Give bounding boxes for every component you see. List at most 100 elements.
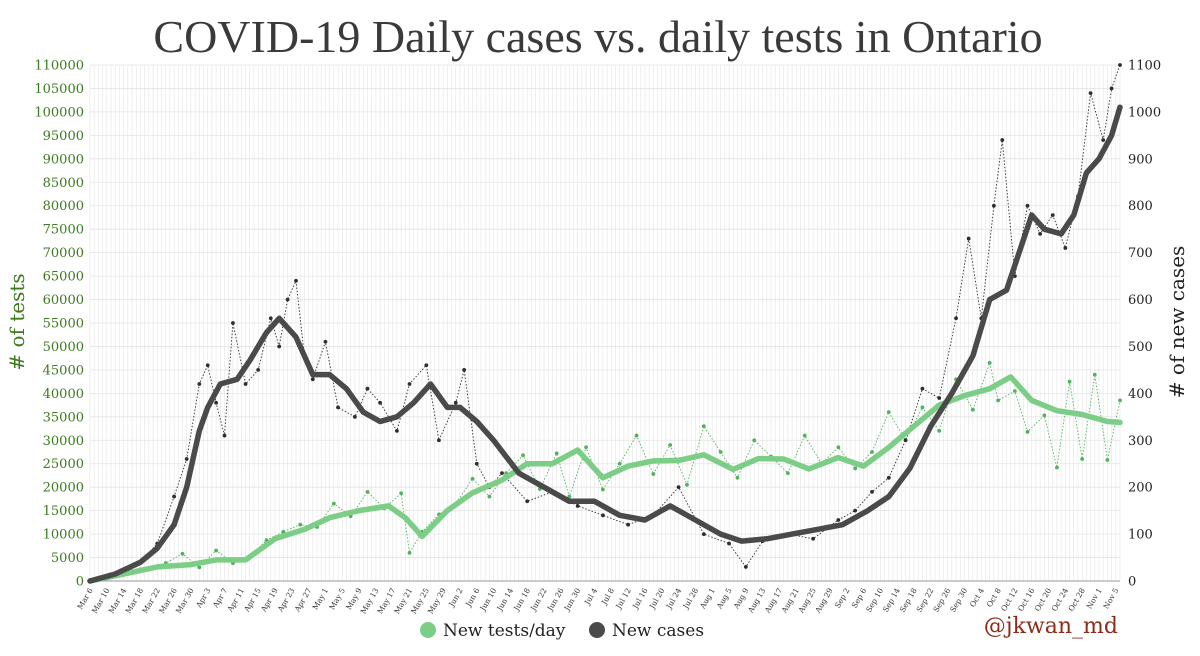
- y-tick-label-left: 55000: [43, 317, 84, 332]
- cases-daily-point: [365, 386, 370, 391]
- cases-average-line: [87, 104, 1123, 584]
- tests-daily-point: [752, 438, 757, 443]
- cases-daily-point: [966, 236, 971, 241]
- cases-daily-point: [243, 382, 248, 386]
- tests-daily-point: [281, 529, 286, 534]
- x-tick-label: Jun 2: [446, 586, 464, 609]
- tests-daily-point: [1118, 398, 1122, 403]
- cases-daily-point: [991, 203, 996, 208]
- cases-daily-point: [1088, 91, 1093, 96]
- y-tick-label-left: 110000: [34, 59, 84, 74]
- y-tick-label-left: 50000: [43, 340, 84, 355]
- tests-daily-point: [1055, 465, 1059, 470]
- x-tick-label: Jul 8: [599, 586, 616, 607]
- cases-daily-point: [197, 382, 202, 386]
- legend-marker-tests: [420, 622, 436, 638]
- cases-daily-point: [256, 368, 261, 372]
- y-tick-label-right: 200: [1128, 481, 1153, 496]
- tests-daily-point: [1080, 457, 1085, 461]
- y-axis-label-left: # of tests: [5, 273, 29, 370]
- x-tick-label: Apr 3: [194, 586, 213, 610]
- y-tick-label-right: 500: [1128, 340, 1153, 355]
- tests-daily-point: [668, 443, 673, 447]
- tests-daily-point: [600, 487, 605, 492]
- cases-daily-point: [525, 499, 530, 504]
- tests-daily-point: [365, 489, 370, 494]
- cases-daily-point: [1000, 138, 1005, 142]
- tests-daily-point: [407, 550, 412, 555]
- chart-title: COVID-19 Daily cases vs. daily tests in …: [153, 11, 1042, 62]
- tests-daily-point: [180, 551, 185, 556]
- cases-daily-point: [214, 400, 219, 405]
- cases-daily-point: [378, 400, 382, 405]
- y-tick-label-left: 100000: [34, 105, 84, 120]
- x-tick-label: Jun 26: [545, 586, 566, 613]
- y-tick-label-right: 300: [1128, 434, 1153, 449]
- tests-daily-point: [996, 398, 1000, 403]
- y-tick-label-left: 30000: [43, 434, 84, 449]
- y-tick-label-right: 800: [1128, 199, 1153, 214]
- y-tick-label-right: 1100: [1128, 59, 1161, 74]
- y-tick-label-left: 45000: [43, 363, 84, 378]
- cases-daily-point: [811, 536, 816, 541]
- cases-daily-point: [853, 508, 858, 513]
- cases-daily-point: [1025, 203, 1030, 208]
- cases-daily-point: [323, 339, 328, 344]
- y-tick-label-right: 600: [1128, 293, 1153, 308]
- cases-daily-point: [727, 541, 731, 546]
- y-tick-label-left: 85000: [43, 176, 84, 191]
- tests-daily-point: [487, 494, 492, 499]
- tests-daily-point: [634, 433, 639, 438]
- tests-daily-point: [853, 466, 858, 471]
- cases-daily-point: [836, 518, 841, 522]
- grid: [89, 64, 1121, 582]
- cases-daily-point: [676, 485, 681, 490]
- tests-daily-point: [1067, 379, 1072, 384]
- tests-daily-point: [298, 522, 303, 527]
- x-tick-label: Jun 22: [528, 586, 549, 613]
- tests-daily-point: [1025, 429, 1030, 434]
- tests-daily-point: [970, 407, 975, 412]
- x-tick-label: Jul 16: [630, 586, 649, 611]
- y-tick-label-right: 900: [1128, 152, 1153, 167]
- tests-daily-point: [470, 476, 475, 481]
- tests-daily-point: [331, 501, 336, 506]
- cases-daily-point: [870, 489, 874, 494]
- x-tick-label: Jul 24: [664, 586, 683, 611]
- legend-label-cases: New cases: [612, 621, 704, 641]
- y-tick-label-left: 75000: [43, 223, 84, 238]
- y-tick-label-left: 105000: [34, 82, 84, 97]
- y-axis-label-right: # of new cases: [1165, 246, 1189, 399]
- cases-daily-point: [285, 297, 290, 302]
- cases-daily-point: [352, 414, 357, 419]
- tests-daily-point: [836, 445, 841, 450]
- cases-daily-point: [336, 405, 340, 410]
- x-tick-label: Jun 14: [495, 586, 516, 613]
- cases-daily-point: [184, 457, 189, 461]
- cases-daily-point: [626, 522, 631, 527]
- cases-daily-point: [437, 438, 441, 443]
- tests-daily-point: [554, 451, 559, 456]
- x-tick-label: Jul 28: [681, 586, 700, 611]
- x-tick-label: Oct 4: [968, 586, 986, 608]
- cases-daily-point: [222, 433, 227, 438]
- tests-daily-point: [987, 360, 992, 365]
- tests-average-line: [87, 374, 1123, 584]
- cases-daily-point: [903, 438, 908, 443]
- x-tick-label: Jul 4: [582, 586, 599, 607]
- cases-daily-point: [1050, 213, 1055, 218]
- tests-daily-point: [1105, 458, 1110, 462]
- tests-daily-point: [521, 453, 525, 458]
- cases-daily-point: [743, 565, 748, 569]
- cases-daily-point: [474, 461, 479, 466]
- y-tick-label-left: 95000: [43, 129, 84, 144]
- cases-daily-point: [886, 475, 891, 480]
- legend-marker-cases: [589, 622, 605, 638]
- cases-daily-point: [500, 471, 504, 476]
- y-tick-label-left: 40000: [43, 387, 84, 402]
- x-tick-label: Jun 18: [511, 586, 532, 613]
- y-tick-label-left: 5000: [51, 551, 84, 566]
- cases-daily-point: [701, 532, 706, 536]
- y-tick-label-left: 20000: [43, 481, 84, 496]
